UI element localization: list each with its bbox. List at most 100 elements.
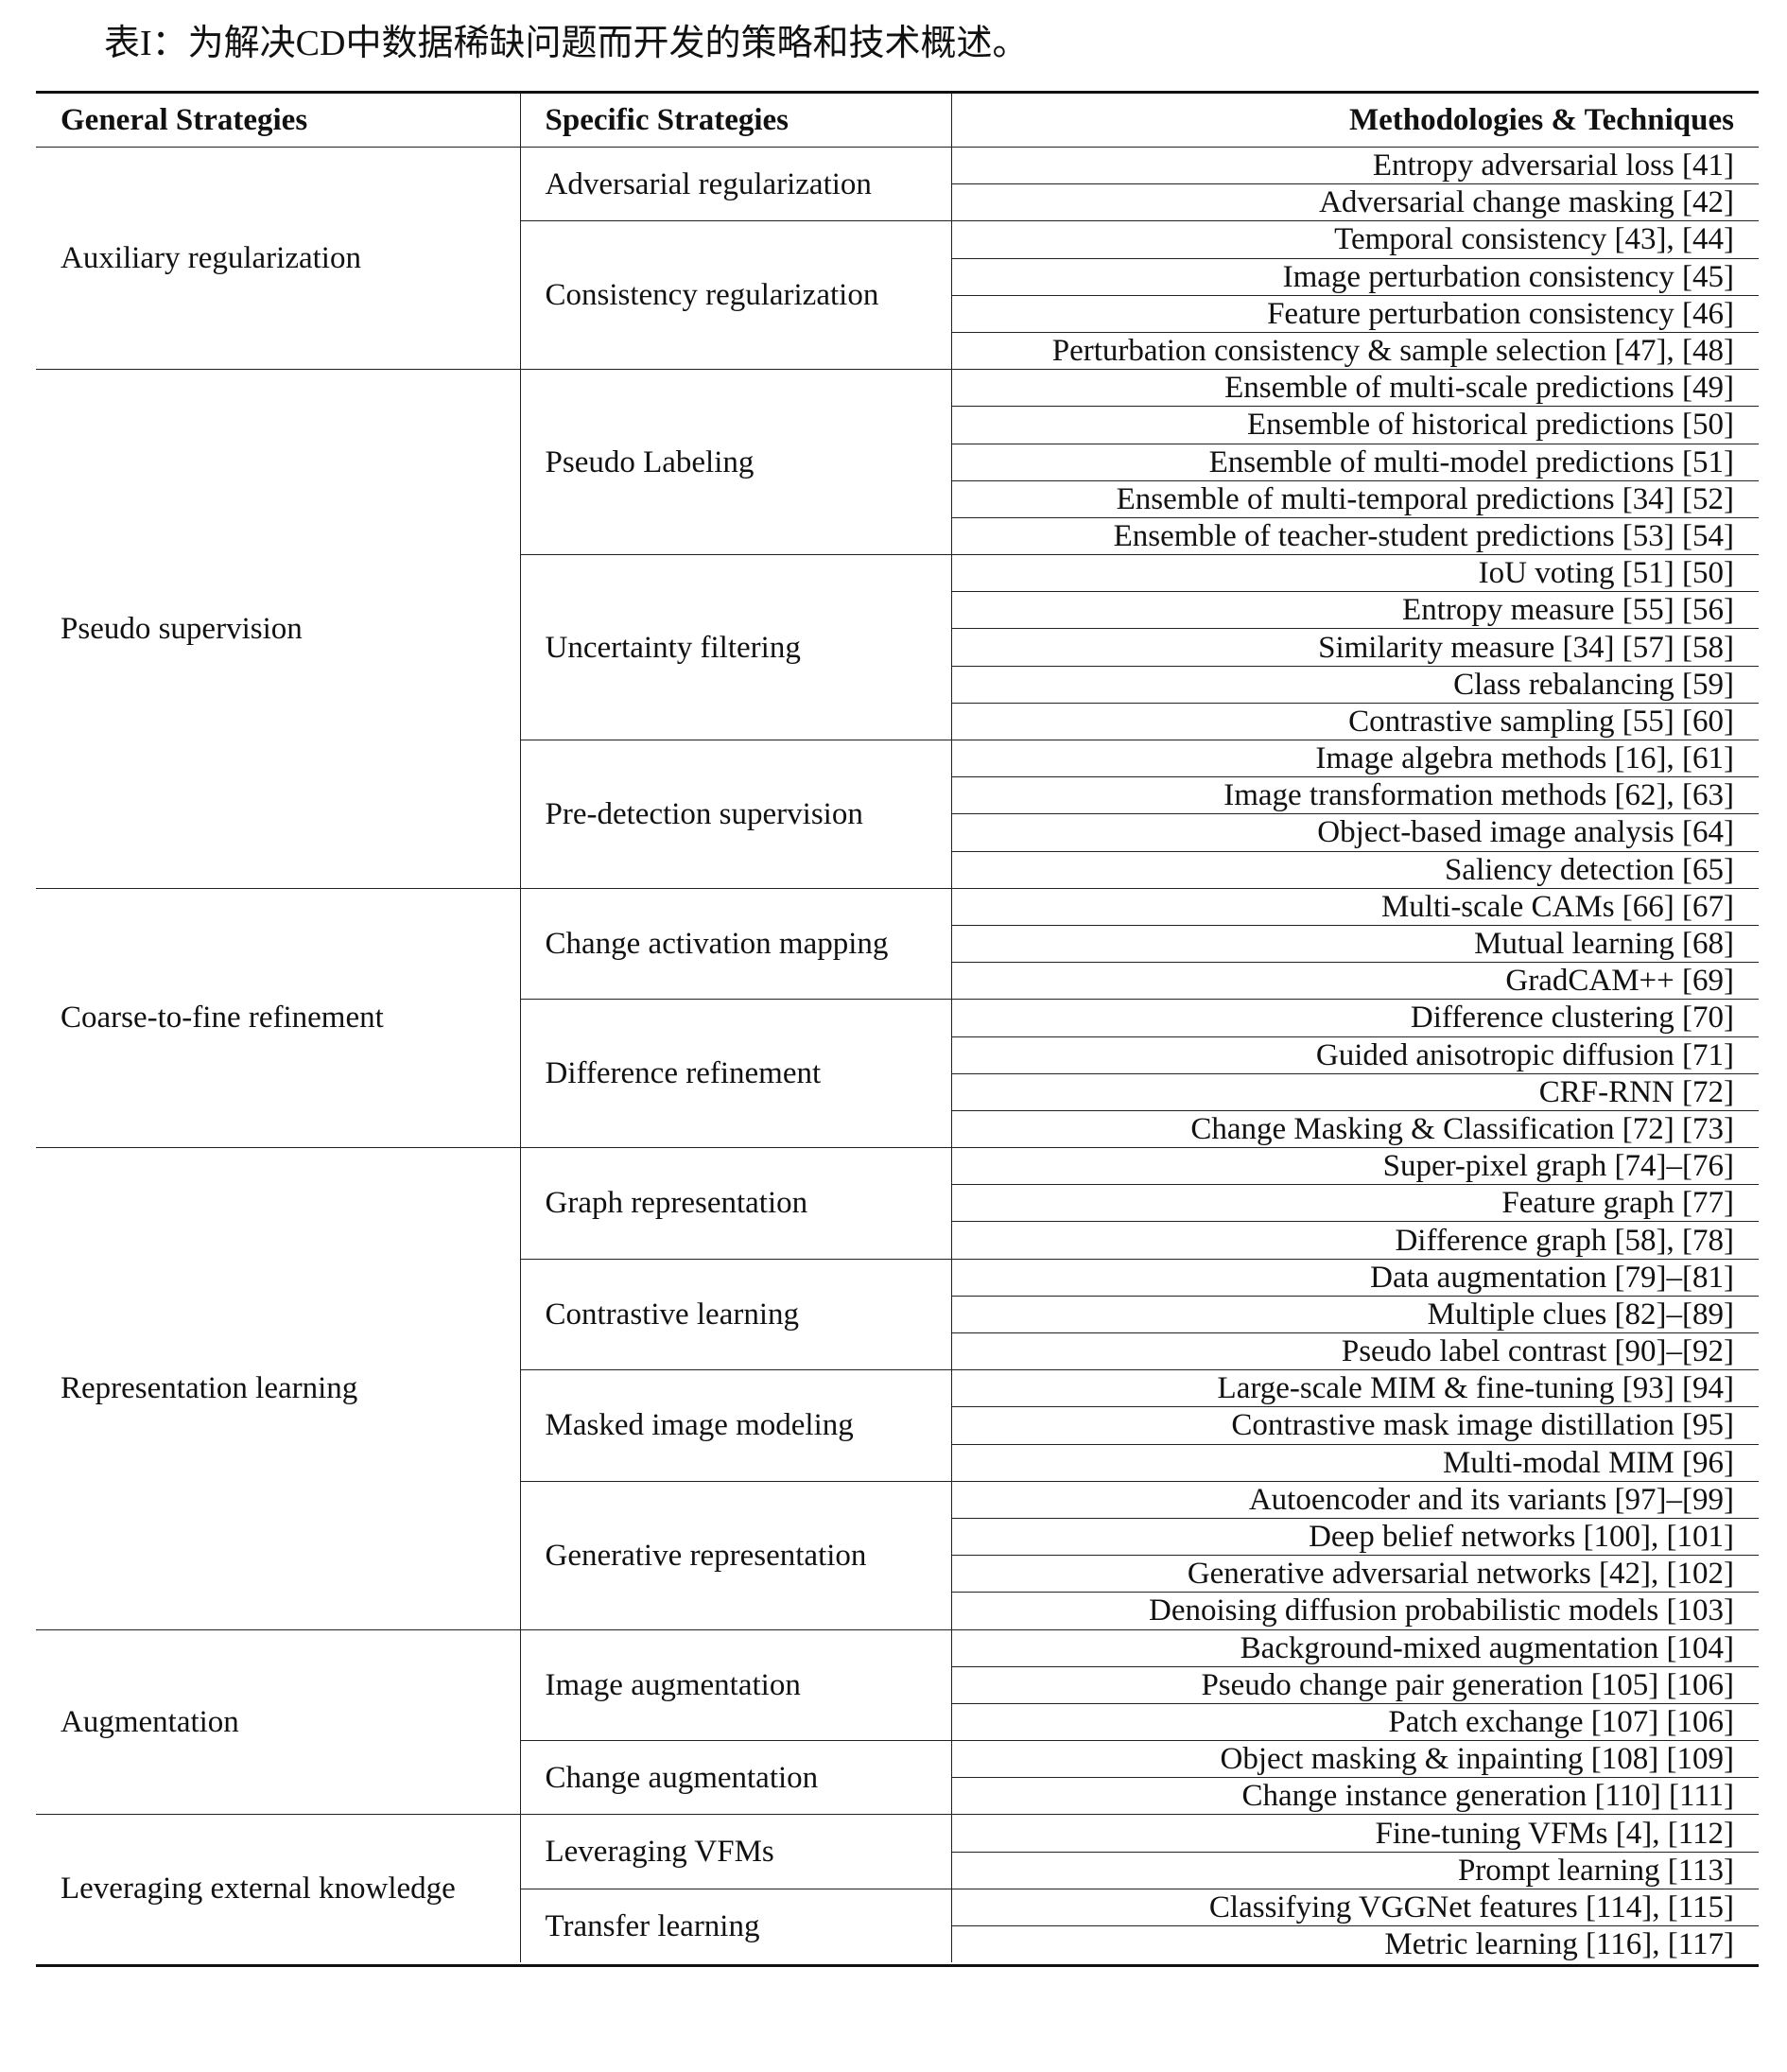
specific-strategy-cell: Generative representation xyxy=(519,1481,951,1630)
table-row: Change instance generation [110] [111] xyxy=(36,1777,1759,1816)
specific-strategy-cell: Masked image modeling xyxy=(519,1369,951,1482)
methodology-cell: Ensemble of multi-temporal predictions [… xyxy=(950,480,1759,518)
methodology-cell: Large-scale MIM & fine-tuning [93] [94] xyxy=(950,1369,1759,1408)
table-row: Coarse-to-fine refinement Change activati… xyxy=(36,888,1759,1149)
methodology-cell: Super-pixel graph [74]–[76] xyxy=(950,1147,1759,1186)
bottom-rule xyxy=(36,1964,1759,1968)
table-row: Contrastive learning Data augmentation [7… xyxy=(36,1259,1759,1371)
specific-strategy-cell: Change augmentation xyxy=(519,1740,951,1816)
specific-strategy-cell: Pseudo Labeling xyxy=(519,369,951,556)
table-row: Auxiliary regularization Adversarial regu… xyxy=(36,147,1759,371)
table-row: Object-based image analysis [64] xyxy=(36,813,1759,852)
table-row: Ensemble of multi-temporal predictions [… xyxy=(36,480,1759,518)
methodology-cell: Feature graph [77] xyxy=(950,1184,1759,1223)
specific-strategy-cell: Change activation mapping xyxy=(519,888,951,1001)
table-row: Ensemble of historical predictions [50] xyxy=(36,406,1759,444)
methodology-cell: Multi-scale CAMs [66] [67] xyxy=(950,888,1759,926)
methodology-cell: Change Masking & Classification [72] [73… xyxy=(950,1110,1759,1149)
methodology-cell: Fine-tuning VFMs [4], [112] xyxy=(950,1814,1759,1853)
methodology-cell: Perturbation consistency & sample select… xyxy=(950,332,1759,371)
table-row: Difference refinement Difference clusteri… xyxy=(36,999,1759,1149)
specific-strategy-cell: Consistency regularization xyxy=(519,220,951,371)
general-strategy-cell: Auxiliary regularization xyxy=(36,147,520,371)
table-row: Pseudo label contrast [90]–[92] xyxy=(36,1332,1759,1371)
methodology-cell: Saliency detection [65] xyxy=(950,851,1759,889)
methodology-cell: Background-mixed augmentation [104] xyxy=(950,1629,1759,1667)
table-row: GradCAM++ [69] xyxy=(36,962,1759,1001)
general-strategy-cell: Augmentation xyxy=(36,1629,520,1816)
methodology-cell: Image perturbation consistency [45] xyxy=(950,258,1759,296)
table-row: Masked image modeling Large-scale MIM & f… xyxy=(36,1369,1759,1482)
table-row: Adversarial change masking [42] xyxy=(36,183,1759,222)
methodology-cell: Object-based image analysis [64] xyxy=(950,813,1759,852)
table-row: Pseudo supervision Pseudo Labeling Ensembl… xyxy=(36,369,1759,889)
table-row: Leveraging external knowledge Leveraging … xyxy=(36,1814,1759,1906)
methodology-cell: Object masking & inpainting [108] [109] xyxy=(950,1740,1759,1779)
table-row: Similarity measure [34] [57] [58] xyxy=(36,628,1759,667)
table-caption: 表I：为解决CD中数据稀缺问题而开发的策略和技术概述。 xyxy=(104,24,1029,63)
table-row: Perturbation consistency & sample select… xyxy=(36,332,1759,371)
table-row: Pre-detection supervision Image algebra m… xyxy=(36,740,1759,889)
table-row: Ensemble of multi-model predictions [51] xyxy=(36,444,1759,481)
methodology-cell: Metric learning [116], [117] xyxy=(950,1925,1759,1963)
table-row: Class rebalancing [59] xyxy=(36,666,1759,704)
methodology-cell: Multiple clues [82]–[89] xyxy=(950,1296,1759,1334)
table-row: Uncertainty filtering IoU voting [51] [50… xyxy=(36,554,1759,740)
methodology-cell: Ensemble of historical predictions [50] xyxy=(950,406,1759,444)
general-strategy-cell: Leveraging external knowledge xyxy=(61,1872,456,1907)
methodology-cell: Contrastive mask image distillation [95] xyxy=(950,1406,1759,1445)
general-strategy-cell: Representation learning xyxy=(36,1147,520,1630)
methodology-cell: Pseudo label contrast [90]–[92] xyxy=(950,1332,1759,1371)
table-row: Generative adversarial networks [42], [1… xyxy=(36,1555,1759,1593)
table-row: Consistency regularization Temporal consi… xyxy=(36,220,1759,371)
methodology-cell: Patch exchange [107] [106] xyxy=(950,1703,1759,1742)
methodology-cell: Image algebra methods [16], [61] xyxy=(950,740,1759,778)
table-row: Feature perturbation consistency [46] xyxy=(36,295,1759,333)
methodology-cell: Multi-modal MIM [96] xyxy=(950,1444,1759,1482)
table-row: Feature graph [77] xyxy=(36,1184,1759,1223)
table-row: Transfer learning Classifying VGGNet feat… xyxy=(36,1889,1759,1963)
table-row: Augmentation Image augmentation Background… xyxy=(36,1629,1759,1816)
methodology-cell: Ensemble of multi-model predictions [51] xyxy=(950,444,1759,481)
specific-strategy-cell: Pre-detection supervision xyxy=(519,740,951,889)
strategy-table: General Strategies Specific Strategies M… xyxy=(36,91,1759,1963)
table-row: Mutual learning [68] xyxy=(36,925,1759,964)
specific-strategy-cell: Leveraging VFMs xyxy=(519,1814,951,1889)
table-row: Ensemble of teacher-student predictions … xyxy=(36,517,1759,556)
table-row: Patch exchange [107] [106] xyxy=(36,1703,1759,1742)
methodology-cell: Mutual learning [68] xyxy=(950,925,1759,964)
methodology-cell: Autoencoder and its variants [97]–[99] xyxy=(950,1481,1759,1519)
table-row: CRF-RNN [72] xyxy=(36,1073,1759,1111)
methodology-cell: CRF-RNN [72] xyxy=(950,1073,1759,1111)
methodology-cell: Prompt learning [113] xyxy=(950,1852,1759,1889)
table-row: Contrastive mask image distillation [95] xyxy=(36,1406,1759,1445)
methodology-cell: Temporal consistency [43], [44] xyxy=(950,220,1759,259)
table-row: Denoising diffusion probabilistic models… xyxy=(36,1592,1759,1630)
methodology-cell: IoU voting [51] [50] xyxy=(950,554,1759,593)
table-row: Multiple clues [82]–[89] xyxy=(36,1296,1759,1334)
header-specific-strategies: Specific Strategies xyxy=(519,92,951,148)
specific-strategy-cell: Graph representation xyxy=(519,1147,951,1260)
specific-strategy-cell: Adversarial regularization xyxy=(519,147,951,222)
methodology-cell: Deep belief networks [100], [101] xyxy=(950,1518,1759,1557)
table-row: Guided anisotropic diffusion [71] xyxy=(36,1036,1759,1074)
table-row: Multi-modal MIM [96] xyxy=(36,1444,1759,1482)
specific-strategy-cell: Image augmentation xyxy=(519,1629,951,1742)
methodology-cell: Contrastive sampling [55] [60] xyxy=(950,703,1759,741)
table-row: Metric learning [116], [117] xyxy=(36,1925,1759,1963)
table-row: Representation learning Graph representat… xyxy=(36,1147,1759,1630)
table-row: Pseudo change pair generation [105] [106… xyxy=(36,1666,1759,1704)
specific-strategy-cell: Contrastive learning xyxy=(519,1259,951,1371)
table-row: Change augmentation Object masking & inpa… xyxy=(36,1740,1759,1816)
methodology-cell: GradCAM++ [69] xyxy=(950,962,1759,1001)
methodology-cell: Image transformation methods [62], [63] xyxy=(950,776,1759,815)
table-row: Saliency detection [65] xyxy=(36,851,1759,889)
methodology-cell: Entropy measure [55] [56] xyxy=(950,591,1759,630)
methodology-cell: Generative adversarial networks [42], [1… xyxy=(950,1555,1759,1593)
methodology-cell: Difference clustering [70] xyxy=(950,999,1759,1037)
table-row: Image perturbation consistency [45] xyxy=(36,258,1759,296)
general-strategy-cell: Coarse-to-fine refinement xyxy=(36,888,520,1149)
specific-strategy-cell: Difference refinement xyxy=(519,999,951,1149)
header-row: General Strategies Specific Strategies M… xyxy=(36,92,1759,148)
methodology-cell: Ensemble of multi-scale predictions [49] xyxy=(950,369,1759,408)
